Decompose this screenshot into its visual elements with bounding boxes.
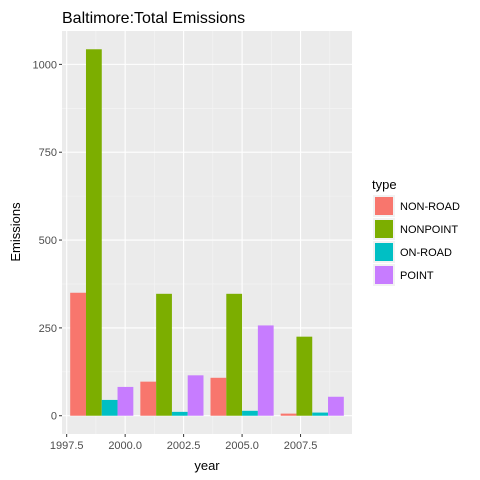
bar-nonpoint-2008 — [296, 336, 313, 416]
legend-swatch-nonpoint — [375, 220, 393, 238]
legend-label: NONPOINT — [400, 224, 458, 236]
bar-on-road-2005 — [242, 410, 258, 416]
bar-non-road-2008 — [280, 413, 297, 416]
bar-on-road-1999 — [101, 399, 118, 416]
legend: type NON-ROAD NONPOINT ON-ROAD POINT — [372, 177, 460, 286]
y-tick-label: 750 — [39, 147, 57, 159]
grid-minor — [62, 31, 352, 434]
bar-non-road-2002 — [140, 381, 157, 416]
bars — [70, 49, 344, 416]
bar-non-road-1999 — [70, 292, 86, 416]
bar-point-2008 — [328, 396, 344, 416]
x-tick-label: 1997.5 — [50, 440, 84, 452]
x-axis-title: year — [194, 458, 220, 473]
chart-title: Baltimore:Total Emissions — [62, 10, 245, 27]
y-tick-label: 1000 — [33, 59, 57, 71]
bar-point-2005 — [257, 325, 274, 416]
bar-non-road-2005 — [210, 377, 227, 416]
x-tick-label: 2005.0 — [225, 440, 259, 452]
legend-swatch-on-road — [375, 243, 393, 261]
bar-nonpoint-2005 — [226, 293, 243, 416]
y-tick-label: 250 — [39, 323, 57, 335]
y-axis-title: Emissions — [8, 202, 23, 262]
bar-on-road-2002 — [171, 411, 188, 416]
legend-label: POINT — [400, 270, 434, 282]
legend-title: type — [372, 177, 397, 192]
bar-point-2002 — [187, 375, 204, 416]
legend-label: NON-ROAD — [400, 201, 460, 213]
legend-items: NON-ROAD NONPOINT ON-ROAD POINT — [373, 195, 460, 286]
legend-swatch-point — [375, 266, 393, 284]
bar-point-1999 — [117, 386, 134, 416]
x-tick-label: 2002.5 — [167, 440, 201, 452]
legend-label: ON-ROAD — [400, 247, 452, 259]
x-tick-label: 2007.5 — [284, 440, 318, 452]
x-axis: 1997.5 2000.0 2002.5 2005.0 2007.5 — [50, 434, 318, 452]
y-tick-label: 0 — [51, 411, 57, 423]
y-tick-label: 500 — [39, 235, 57, 247]
bar-nonpoint-1999 — [85, 49, 102, 416]
bar-on-road-2008 — [312, 412, 329, 416]
y-axis: 0 250 500 750 1000 — [33, 59, 62, 423]
bar-nonpoint-2002 — [156, 293, 172, 416]
x-tick-label: 2000.0 — [108, 440, 142, 452]
legend-swatch-non-road — [375, 197, 393, 215]
